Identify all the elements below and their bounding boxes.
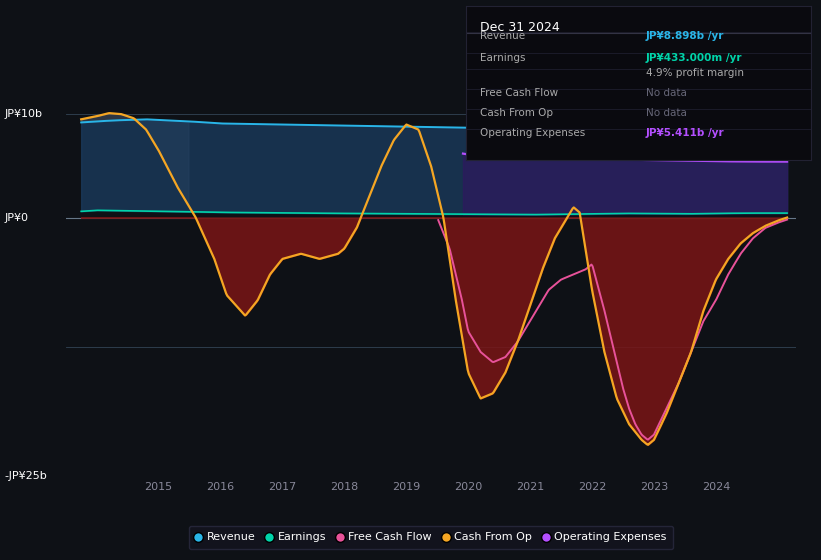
Text: No data: No data — [645, 88, 686, 98]
Text: Revenue: Revenue — [480, 31, 525, 41]
Text: JP¥10b: JP¥10b — [4, 109, 42, 119]
Text: Dec 31 2024: Dec 31 2024 — [480, 21, 560, 34]
Text: Cash From Op: Cash From Op — [480, 108, 553, 118]
Text: JP¥0: JP¥0 — [4, 213, 28, 222]
Text: Operating Expenses: Operating Expenses — [480, 128, 585, 138]
Text: Earnings: Earnings — [480, 53, 525, 63]
Text: -JP¥25b: -JP¥25b — [4, 471, 47, 481]
Text: 4.9% profit margin: 4.9% profit margin — [645, 68, 744, 78]
Text: JP¥8.898b /yr: JP¥8.898b /yr — [645, 31, 724, 41]
Text: Free Cash Flow: Free Cash Flow — [480, 88, 558, 98]
Legend: Revenue, Earnings, Free Cash Flow, Cash From Op, Operating Expenses: Revenue, Earnings, Free Cash Flow, Cash … — [189, 526, 673, 549]
Text: No data: No data — [645, 108, 686, 118]
Text: JP¥5.411b /yr: JP¥5.411b /yr — [645, 128, 724, 138]
Text: JP¥433.000m /yr: JP¥433.000m /yr — [645, 53, 742, 63]
